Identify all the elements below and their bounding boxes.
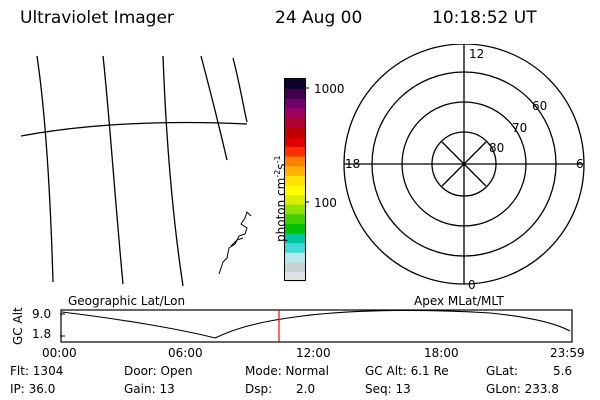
colorbar-cell	[285, 194, 305, 205]
date-label: 24 Aug 00	[275, 8, 363, 28]
ip-value: IP: 36.0	[10, 382, 56, 396]
door-status: Door: Open	[124, 364, 193, 378]
meridian-line	[200, 55, 228, 161]
intensity-colorbar	[284, 78, 309, 282]
colorbar-cell	[285, 261, 305, 272]
time-tick-0600: 06:00	[168, 346, 203, 360]
coastline	[218, 211, 252, 275]
colorbar-cell	[285, 98, 305, 109]
mlt-label-midnight: 0	[468, 278, 476, 292]
colorbar-cell	[285, 127, 305, 138]
meridian-line	[232, 57, 248, 123]
apex-label: Apex MLat/MLT	[414, 294, 504, 308]
time-tick-0000: 00:00	[42, 346, 77, 360]
parallel-line	[20, 121, 248, 137]
colorbar-cell	[285, 184, 305, 196]
glat-label: GLat:	[486, 364, 519, 378]
diagonal-axis	[441, 141, 487, 187]
colorbar-cell	[285, 155, 305, 167]
dsp-label: Dsp:	[245, 382, 273, 396]
colorbar-cell	[285, 79, 305, 90]
time-label: 10:18:52 UT	[432, 8, 537, 28]
polar-plot: 12 0 18 6 60 70 80	[343, 44, 585, 292]
colorbar-cell	[285, 204, 305, 215]
time-tick-1800: 18:00	[424, 346, 459, 360]
colorbar-cell	[285, 165, 305, 176]
mlt-label-noon: 12	[469, 47, 484, 61]
y-tick-bottom: 1.8	[32, 327, 52, 341]
instrument-title: Ultraviolet Imager	[20, 8, 174, 28]
mlat-label-70: 70	[512, 121, 527, 135]
gc-altitude: GC Alt: 6.1 Re	[365, 364, 449, 378]
colorbar-cell	[285, 175, 305, 186]
colorbar-cell	[285, 146, 305, 157]
colorbar-cell	[285, 252, 305, 263]
mode-value: Mode: Normal	[245, 364, 329, 378]
sequence-value: Seq: 13	[365, 382, 411, 396]
dsp-value: 2.0	[296, 382, 316, 396]
meridian-line	[36, 55, 54, 283]
meridian-line	[102, 55, 124, 285]
mlat-label-80: 80	[489, 141, 504, 155]
colorbar-tick-100: 100	[314, 196, 337, 210]
colorbar-tick-1000: 1000	[314, 82, 345, 96]
colorbar-cell	[285, 88, 305, 99]
y-tick-top: 9.0	[32, 307, 52, 321]
colorbar-unit-label: photon cm-2s-1	[273, 155, 288, 242]
colorbar-cell	[285, 242, 305, 253]
glon-value: GLon: 233.8	[486, 382, 559, 396]
colorbar-cell	[285, 223, 305, 234]
colorbar-cell	[285, 271, 305, 282]
mlt-label-dusk: 18	[345, 157, 360, 171]
colorbar-cell	[285, 117, 305, 128]
mlat-label-60: 60	[532, 99, 547, 113]
colorbar-cell	[285, 232, 305, 244]
meridian-line	[162, 55, 184, 287]
geographic-label: Geographic Lat/Lon	[68, 294, 186, 308]
time-tick-2359: 23:59	[550, 346, 585, 360]
glat-value: 5.6	[553, 364, 573, 378]
altitude-curve	[61, 309, 571, 339]
colorbar-cell	[285, 107, 305, 119]
altitude-timeline	[60, 309, 573, 343]
colorbar-cell	[285, 213, 305, 224]
y-axis-label: GC Alt	[11, 307, 25, 345]
time-tick-1200: 12:00	[296, 346, 331, 360]
gain-value: Gain: 13	[124, 382, 175, 396]
flight-number: Flt: 1304	[10, 364, 64, 378]
colorbar-cell	[285, 136, 305, 147]
mlt-label-dawn: 6	[576, 157, 584, 171]
geographic-map	[20, 55, 252, 287]
